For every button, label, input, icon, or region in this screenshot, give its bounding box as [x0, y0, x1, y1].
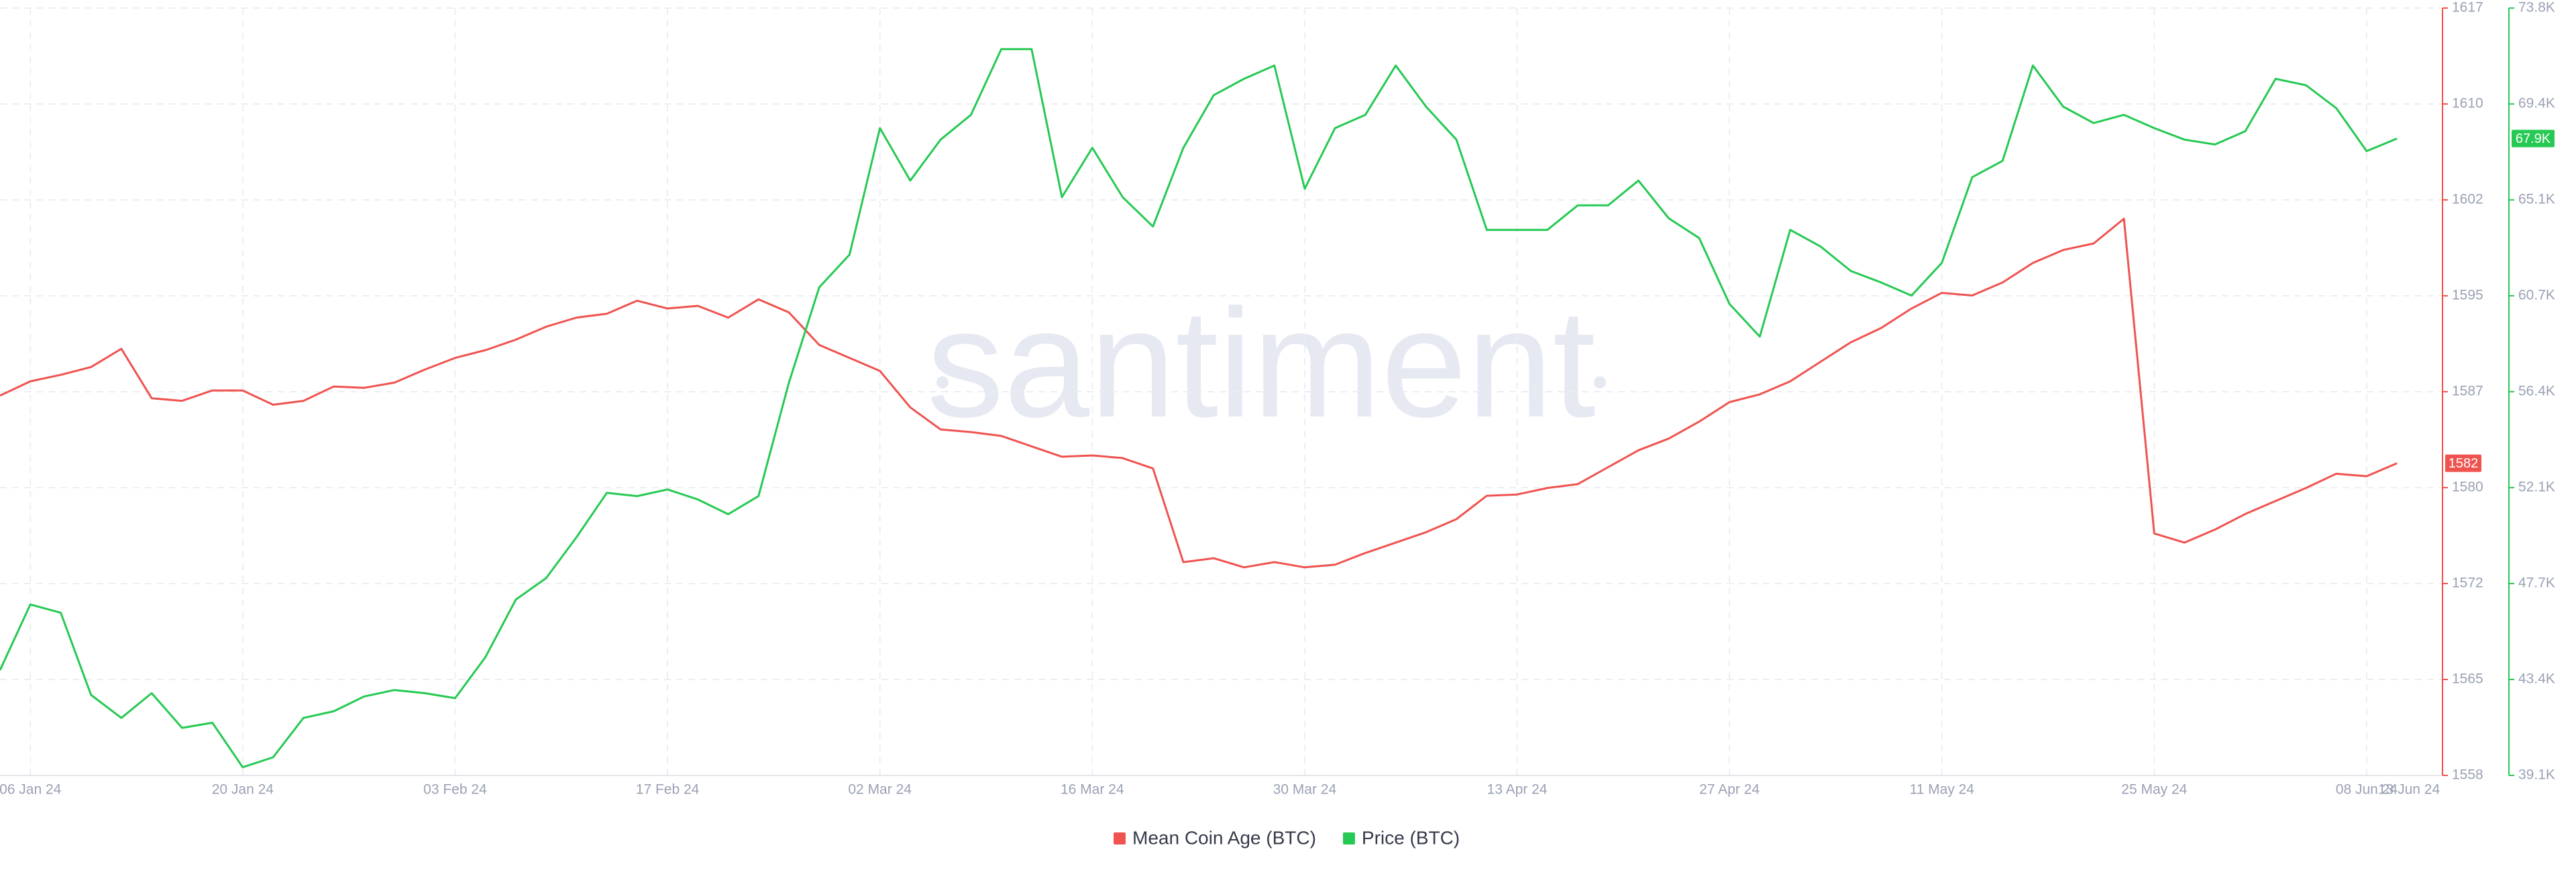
- y-tick-label: 1580: [2452, 480, 2483, 495]
- series-line: [0, 48, 2398, 769]
- legend-swatch: [1114, 832, 1126, 844]
- y2-tick-label: 73.8K: [2518, 0, 2555, 15]
- y-tick-label: 1565: [2452, 671, 2483, 687]
- watermark-dot: [1594, 376, 1606, 388]
- x-tick-label: 13 Apr 24: [1487, 782, 1548, 798]
- y-tick-label: 1595: [2452, 288, 2483, 303]
- current-value-label: 1582: [2449, 456, 2479, 471]
- y-tick-label: 1572: [2452, 576, 2483, 591]
- y2-tick-label: 39.1K: [2518, 767, 2555, 783]
- x-tick-label: 27 Apr 24: [1699, 782, 1760, 798]
- y2-tick-label: 56.4K: [2518, 384, 2555, 399]
- current-value-badge: [2512, 129, 2555, 148]
- current-value-label: 67.9K: [2516, 131, 2551, 146]
- x-tick-label: 02 Mar 24: [848, 782, 912, 798]
- legend-label: Price (BTC): [1362, 827, 1460, 848]
- y2-tick-label: 65.1K: [2518, 192, 2555, 207]
- y2-tick-label: 69.4K: [2518, 96, 2555, 111]
- y2-tick-label: 47.7K: [2518, 576, 2555, 591]
- legend-label: Mean Coin Age (BTC): [1132, 827, 1316, 848]
- x-tick-label: 25 May 24: [2121, 782, 2187, 798]
- watermark-dot: [936, 376, 949, 388]
- x-tick-label: 16 Mar 24: [1061, 782, 1124, 798]
- y-tick-label: 1610: [2452, 96, 2483, 111]
- x-tick-label: 08 Jun 24: [2336, 782, 2398, 798]
- watermark: santiment: [926, 277, 1595, 449]
- y-tick-label: 1602: [2452, 192, 2483, 207]
- y-tick-label: 1587: [2452, 384, 2483, 399]
- current-value-badge: [2445, 454, 2481, 472]
- y2-tick-label: 60.7K: [2518, 288, 2555, 303]
- y2-tick-label: 52.1K: [2518, 480, 2555, 495]
- x-tick-label: 03 Feb 24: [423, 782, 487, 798]
- x-tick-label: 11 May 24: [1909, 782, 1974, 798]
- y-tick-label: 1558: [2452, 767, 2483, 783]
- series-line: [0, 217, 2398, 569]
- x-tick-label: 20 Jan 24: [212, 782, 274, 798]
- x-tick-label: 06 Jan 24: [0, 782, 62, 798]
- y-tick-label: 1617: [2452, 0, 2483, 15]
- legend-swatch: [1342, 832, 1355, 844]
- y2-tick-label: 43.4K: [2518, 671, 2555, 687]
- x-tick-label: 17 Feb 24: [636, 782, 700, 798]
- x-tick-label: 30 Mar 24: [1273, 782, 1337, 798]
- x-tick-label: 13 Jun 24: [2378, 782, 2440, 798]
